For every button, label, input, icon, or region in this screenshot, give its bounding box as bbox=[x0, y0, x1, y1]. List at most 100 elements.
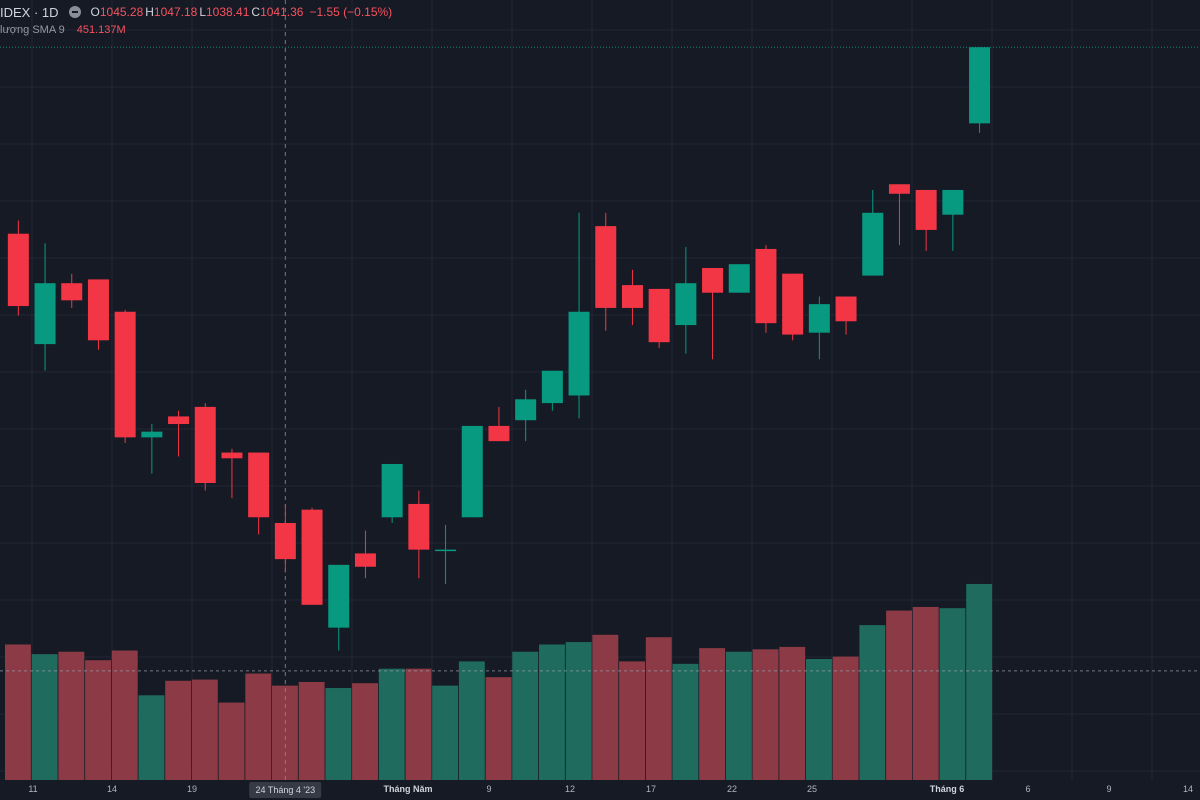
volume-bar[interactable] bbox=[58, 651, 85, 780]
candle[interactable] bbox=[87, 279, 109, 341]
volume-bar[interactable] bbox=[832, 656, 859, 780]
candle[interactable] bbox=[168, 416, 190, 425]
close-value: 1041.36 bbox=[260, 5, 304, 19]
candle[interactable] bbox=[194, 406, 216, 484]
volume-bar[interactable] bbox=[966, 583, 993, 780]
volume-bar[interactable] bbox=[272, 685, 298, 780]
candle[interactable] bbox=[541, 370, 563, 404]
time-tick: 22 bbox=[726, 784, 738, 794]
candle[interactable] bbox=[862, 212, 884, 276]
candle[interactable] bbox=[435, 549, 457, 552]
chart-legend: IDEX · 1D O 1045.28 H 1047.18 L 1038.41 C 10… bbox=[0, 0, 600, 40]
volume-bar[interactable] bbox=[806, 659, 832, 780]
time-tick: 9 bbox=[486, 784, 492, 794]
volume-bar[interactable] bbox=[378, 668, 405, 780]
candle[interactable] bbox=[648, 288, 670, 343]
candle[interactable] bbox=[141, 431, 163, 438]
volume-bar[interactable] bbox=[859, 625, 886, 780]
change-value: −1.55 (−0.15%) bbox=[309, 5, 393, 19]
volume-sma-label[interactable]: lượng SMA 9 bbox=[0, 24, 65, 36]
volume-bar[interactable] bbox=[245, 673, 272, 780]
volume-row: lượng SMA 9 451.137M bbox=[0, 23, 126, 37]
volume-bar[interactable] bbox=[458, 661, 485, 780]
hide-indicator-icon[interactable] bbox=[68, 6, 81, 18]
candle[interactable] bbox=[888, 184, 910, 194]
candle[interactable] bbox=[675, 283, 697, 326]
volume-bar[interactable] bbox=[31, 654, 58, 780]
volume-bar[interactable] bbox=[405, 668, 432, 780]
time-tick: 6 bbox=[1025, 784, 1031, 794]
candle[interactable] bbox=[515, 399, 537, 421]
volume-bar[interactable] bbox=[85, 660, 111, 780]
volume-bar[interactable] bbox=[592, 634, 619, 780]
candlestick-chart[interactable] bbox=[0, 0, 1200, 780]
candle[interactable] bbox=[408, 503, 430, 550]
candle[interactable] bbox=[728, 264, 750, 293]
high-value: 1047.18 bbox=[153, 5, 198, 19]
volume-sma-value: 451.137M bbox=[76, 24, 126, 36]
candle[interactable] bbox=[755, 248, 777, 324]
candle[interactable] bbox=[114, 311, 136, 438]
time-tick: 9 bbox=[1106, 784, 1112, 794]
time-tick: 14 bbox=[1182, 784, 1194, 794]
volume-bar[interactable] bbox=[539, 644, 565, 780]
volume-bar[interactable] bbox=[725, 651, 752, 780]
candle[interactable] bbox=[969, 47, 991, 124]
candle[interactable] bbox=[461, 425, 483, 518]
candle[interactable] bbox=[301, 509, 323, 605]
candle[interactable] bbox=[488, 425, 510, 442]
high-key: H bbox=[145, 5, 154, 19]
time-axis[interactable]: 11 14 19 Tháng Năm 9 12 17 22 25 Tháng 6 6 9 14 24 Th… bbox=[0, 780, 1200, 800]
volume-bar[interactable] bbox=[325, 688, 352, 780]
candle[interactable] bbox=[274, 522, 296, 560]
time-tick: 11 bbox=[28, 784, 38, 794]
candle[interactable] bbox=[354, 553, 376, 567]
volume-bar[interactable] bbox=[191, 679, 218, 780]
volume-bar[interactable] bbox=[138, 695, 165, 780]
open-key: O bbox=[90, 5, 100, 19]
volume-bar[interactable] bbox=[939, 608, 966, 780]
volume-bar[interactable] bbox=[779, 646, 806, 780]
volume-bar[interactable] bbox=[672, 663, 699, 780]
volume-bar[interactable] bbox=[5, 644, 31, 780]
candle[interactable] bbox=[328, 564, 350, 628]
ohlc-row: IDEX · 1D O 1045.28 H 1047.18 L 1038.41 C 10… bbox=[0, 4, 392, 20]
volume-bar[interactable] bbox=[912, 606, 939, 780]
candle[interactable] bbox=[221, 452, 243, 459]
candle[interactable] bbox=[248, 452, 270, 518]
close-key: C bbox=[251, 5, 261, 19]
volume-bar[interactable] bbox=[565, 642, 592, 780]
volume-bar[interactable] bbox=[218, 702, 245, 780]
volume-bar[interactable] bbox=[432, 685, 459, 780]
volume-bar[interactable] bbox=[352, 683, 378, 780]
candle[interactable] bbox=[34, 283, 56, 345]
candle[interactable] bbox=[621, 285, 643, 308]
volume-bar[interactable] bbox=[512, 651, 539, 780]
candle[interactable] bbox=[808, 304, 830, 333]
candle[interactable] bbox=[7, 233, 29, 307]
volume-bar[interactable] bbox=[752, 649, 779, 780]
volume-bar[interactable] bbox=[886, 610, 912, 780]
candle[interactable] bbox=[381, 463, 403, 518]
candle[interactable] bbox=[568, 311, 590, 396]
volume-bar[interactable] bbox=[165, 680, 192, 780]
time-tick: 19 bbox=[186, 784, 198, 794]
candle[interactable] bbox=[782, 273, 804, 335]
candle[interactable] bbox=[702, 267, 724, 293]
candle[interactable] bbox=[595, 226, 617, 308]
crosshair-date-label: 24 Tháng 4 '23 bbox=[249, 782, 322, 798]
candle[interactable] bbox=[835, 296, 857, 322]
volume-bar[interactable] bbox=[699, 648, 726, 780]
symbol-label[interactable]: IDEX · 1D bbox=[0, 4, 59, 20]
volume-bar[interactable] bbox=[111, 650, 138, 780]
volume-bar[interactable] bbox=[485, 677, 512, 780]
time-tick: Tháng 6 bbox=[929, 784, 965, 794]
low-value: 1038.41 bbox=[206, 5, 250, 19]
volume-bar[interactable] bbox=[619, 661, 645, 780]
candle[interactable] bbox=[942, 189, 964, 215]
candle[interactable] bbox=[61, 283, 83, 301]
candle[interactable] bbox=[915, 189, 937, 230]
volume-bar[interactable] bbox=[645, 637, 672, 780]
volume-bar[interactable] bbox=[298, 681, 325, 780]
